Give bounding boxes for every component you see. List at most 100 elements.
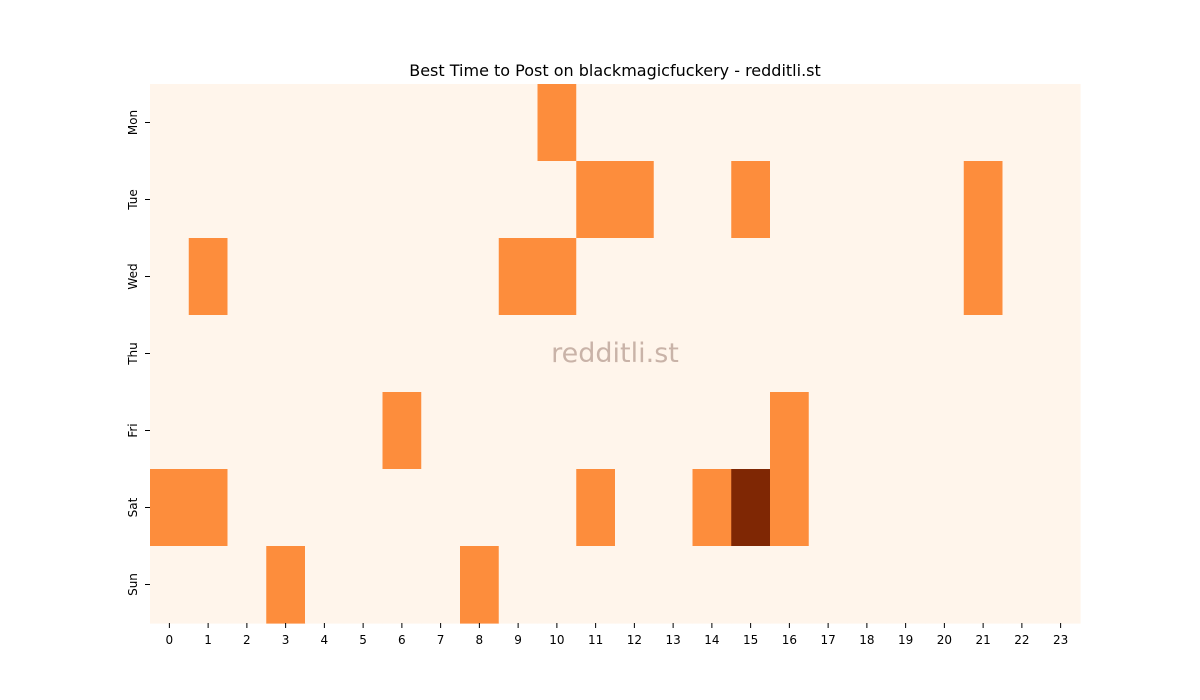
heatmap-cell xyxy=(847,161,887,239)
heatmap-cell xyxy=(925,161,965,239)
heatmap-cell xyxy=(847,84,887,162)
x-tick-label: 12 xyxy=(627,633,642,647)
y-tick-label: Sun xyxy=(126,573,140,596)
x-axis: 0 1 2 3 4 5 6 7 8 9 10 11 12 13 14 15 16 17 18 19 20 21 22 23 xyxy=(166,623,1068,647)
heatmap-cell xyxy=(615,469,655,547)
heatmap-cell xyxy=(537,238,577,316)
heatmap-cell xyxy=(343,546,384,624)
y-tick-label: Fri xyxy=(126,423,140,437)
heatmap-cell xyxy=(382,546,422,624)
heatmap-cell xyxy=(847,392,887,470)
heatmap-cell xyxy=(537,315,577,393)
heatmap-cell xyxy=(770,238,810,316)
x-tick-label: 1 xyxy=(204,633,212,647)
heatmap-cell xyxy=(227,392,267,470)
heatmap-cell xyxy=(188,546,229,624)
heatmap-cell xyxy=(653,392,694,470)
heatmap-cell xyxy=(1002,546,1042,624)
heatmap-cell xyxy=(847,238,887,316)
heatmap-cell xyxy=(808,84,849,162)
heatmap-cell xyxy=(343,238,384,316)
heatmap-cell xyxy=(576,161,616,239)
heatmap-cell xyxy=(150,392,190,470)
heatmap-cell xyxy=(305,238,345,316)
heatmap-cell xyxy=(1041,546,1081,624)
x-tick-label: 8 xyxy=(476,633,484,647)
y-tick-label: Wed xyxy=(126,263,140,289)
heatmap-cell xyxy=(188,161,229,239)
heatmap-cell xyxy=(886,546,926,624)
y-tick-label: Mon xyxy=(126,110,140,135)
heatmap-cell xyxy=(498,392,539,470)
heatmap-cell xyxy=(460,238,500,316)
heatmap-cell xyxy=(537,392,577,470)
heatmap-cell xyxy=(460,546,500,624)
x-tick-label: 19 xyxy=(898,633,913,647)
heatmap-cell xyxy=(421,392,461,470)
x-tick-label: 14 xyxy=(704,633,719,647)
x-tick-label: 7 xyxy=(437,633,445,647)
heatmap-cell xyxy=(963,469,1004,547)
heatmap-cell xyxy=(692,392,732,470)
heatmap-cell xyxy=(498,84,539,162)
heatmap-cell xyxy=(886,315,926,393)
heatmap-cell xyxy=(1002,161,1042,239)
x-tick-label: 20 xyxy=(937,633,952,647)
heatmap-cell xyxy=(963,546,1004,624)
heatmap-cell xyxy=(188,84,229,162)
heatmap-cell xyxy=(498,546,539,624)
heatmap-cell xyxy=(770,161,810,239)
heatmap-cell xyxy=(188,238,229,316)
heatmap-cell xyxy=(653,84,694,162)
heatmap-cell xyxy=(266,84,306,162)
heatmap-cell xyxy=(615,161,655,239)
heatmap-cell xyxy=(770,546,810,624)
watermark: redditli.st xyxy=(551,338,679,369)
x-tick-label: 21 xyxy=(975,633,990,647)
heatmap-cell xyxy=(925,84,965,162)
x-tick-label: 6 xyxy=(398,633,406,647)
heatmap-cell xyxy=(615,238,655,316)
x-tick-label: 13 xyxy=(665,633,680,647)
heatmap-cell xyxy=(421,469,461,547)
x-tick-label: 11 xyxy=(588,633,603,647)
x-tick-label: 18 xyxy=(859,633,874,647)
heatmap-cell xyxy=(343,84,384,162)
heatmap-cell xyxy=(847,315,887,393)
heatmap-cell xyxy=(731,238,771,316)
heatmap-cell xyxy=(537,469,577,547)
x-tick-label: 22 xyxy=(1014,633,1029,647)
x-tick-label: 5 xyxy=(359,633,367,647)
heatmap-cell xyxy=(421,315,461,393)
heatmap-cell xyxy=(615,546,655,624)
heatmap-cell xyxy=(576,315,616,393)
heatmap-cell xyxy=(421,84,461,162)
heatmap-cell xyxy=(305,546,345,624)
heatmap-cell xyxy=(808,546,849,624)
heatmap-cell xyxy=(343,392,384,470)
heatmap-cell xyxy=(886,469,926,547)
heatmap-cell xyxy=(576,469,616,547)
y-axis: Mon Tue Wed Thu Fri Sat Sun xyxy=(126,110,150,596)
heatmap-cell xyxy=(1002,84,1042,162)
heatmap-cell xyxy=(615,392,655,470)
heatmap-cell xyxy=(653,469,694,547)
heatmap-cell xyxy=(498,161,539,239)
heatmap-cell xyxy=(188,392,229,470)
heatmap-cell xyxy=(460,392,500,470)
heatmap-cell xyxy=(808,161,849,239)
x-tick-label: 0 xyxy=(166,633,174,647)
x-tick-label: 15 xyxy=(743,633,758,647)
heatmap-cell xyxy=(692,469,732,547)
x-tick-label: 10 xyxy=(549,633,564,647)
heatmap-cell xyxy=(886,161,926,239)
heatmap-cell xyxy=(421,161,461,239)
heatmap-cell xyxy=(305,469,345,547)
heatmap-cell xyxy=(963,161,1004,239)
heatmap-cell xyxy=(150,546,190,624)
heatmap-cell xyxy=(963,315,1004,393)
heatmap-cell xyxy=(1002,469,1042,547)
x-tick-label: 2 xyxy=(243,633,251,647)
heatmap-cell xyxy=(1041,315,1081,393)
